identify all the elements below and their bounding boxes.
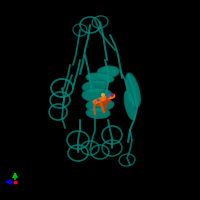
Circle shape	[96, 98, 100, 102]
Ellipse shape	[82, 88, 112, 102]
Ellipse shape	[86, 107, 110, 119]
Circle shape	[106, 94, 110, 98]
Ellipse shape	[124, 90, 136, 120]
Ellipse shape	[82, 80, 108, 92]
Ellipse shape	[86, 99, 114, 111]
Circle shape	[101, 93, 105, 97]
Ellipse shape	[126, 73, 140, 107]
Circle shape	[110, 93, 114, 97]
Ellipse shape	[86, 73, 114, 83]
Ellipse shape	[97, 66, 119, 78]
